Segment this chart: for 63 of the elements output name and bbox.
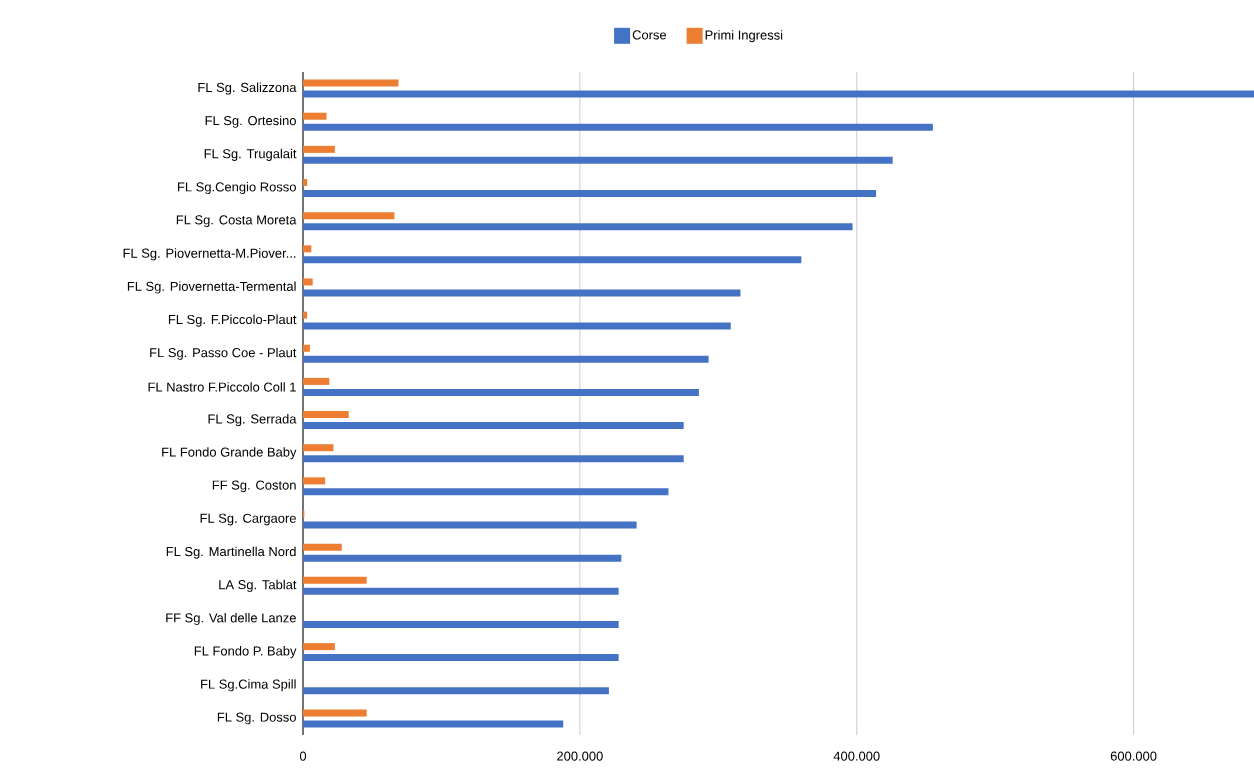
bar: [303, 554, 622, 562]
bar: [303, 289, 741, 297]
bar: [303, 543, 342, 551]
bar: [303, 79, 399, 87]
x-tick-label: 0: [299, 751, 307, 761]
y-tick-label: FL Fondo P. Baby: [194, 646, 297, 659]
bar: [303, 411, 349, 419]
y-tick-label: FL Sg. Salizzona: [198, 82, 297, 95]
bar: [303, 156, 893, 164]
bar: [303, 687, 609, 695]
y-tick-label: FL Sg. F.Piccolo-Plaut: [168, 314, 297, 327]
y-tick-label: LA Sg. Tablat: [219, 579, 297, 592]
bar: [303, 377, 330, 385]
legend-label: Corse: [632, 30, 667, 40]
bar: [303, 654, 619, 662]
bar: [303, 422, 684, 430]
bar: [303, 709, 367, 717]
bar: [303, 643, 335, 651]
bar: [303, 145, 335, 153]
y-tick-label: FL Sg. Ortesino: [205, 115, 296, 128]
y-tick-label: FL Sg.Cengio Rosso: [178, 181, 296, 195]
y-tick-label: FL Sg. Passo Coe - Plaut: [150, 347, 297, 360]
legend-label: Primi Ingressi: [705, 30, 783, 43]
x-tick-label: 400.000: [833, 751, 880, 761]
x-tick-label: 600.000: [1110, 751, 1157, 761]
bar: [303, 455, 684, 463]
y-tick-label: FF Sg. Val delle Lanze: [166, 612, 296, 625]
bar: [303, 344, 310, 352]
y-tick-label: FL Sg. Cargaore: [200, 513, 296, 526]
bar: [303, 521, 637, 529]
bar: [303, 112, 327, 120]
bar: [303, 256, 802, 264]
bar: [303, 488, 669, 496]
bar: [303, 576, 367, 584]
bar: [303, 278, 313, 286]
bar: [303, 720, 564, 728]
y-tick-label: FL Sg.Cima Spill: [201, 679, 296, 692]
bar: [303, 477, 326, 485]
y-tick-label: FL Sg. Martinella Nord: [166, 546, 296, 559]
y-tick-label: FL Sg. Trugalait: [204, 148, 297, 161]
bar: [303, 123, 933, 131]
y-tick-label: FL Fondo Grande Baby: [162, 447, 297, 460]
x-tick-label: 200.000: [557, 751, 603, 761]
bar: [303, 444, 334, 452]
y-tick-label: FL Sg. Dosso: [217, 712, 296, 725]
bar: [303, 620, 619, 628]
y-tick-label: FL Sg. Piovernetta-M.Piover...: [123, 248, 296, 261]
y-tick-label: FL Sg. Costa Moreta: [176, 215, 297, 228]
y-tick-label: FF Sg. Coston: [212, 480, 296, 493]
bar: [303, 355, 709, 363]
bar: [303, 245, 312, 253]
bar: [303, 388, 699, 396]
bar: [303, 223, 853, 231]
bar: [303, 322, 731, 330]
y-tick-label: FL Sg. Piovernetta-Termental: [127, 281, 296, 294]
bar: [303, 190, 877, 198]
bar: [303, 212, 395, 220]
y-tick-label: FL Nastro F.Piccolo Coll 1: [148, 382, 296, 392]
bar: [303, 90, 1254, 98]
bar: [303, 179, 308, 187]
y-tick-label: FL Sg. Serrada: [208, 414, 297, 427]
bar: [303, 311, 308, 319]
bar: [303, 587, 619, 595]
